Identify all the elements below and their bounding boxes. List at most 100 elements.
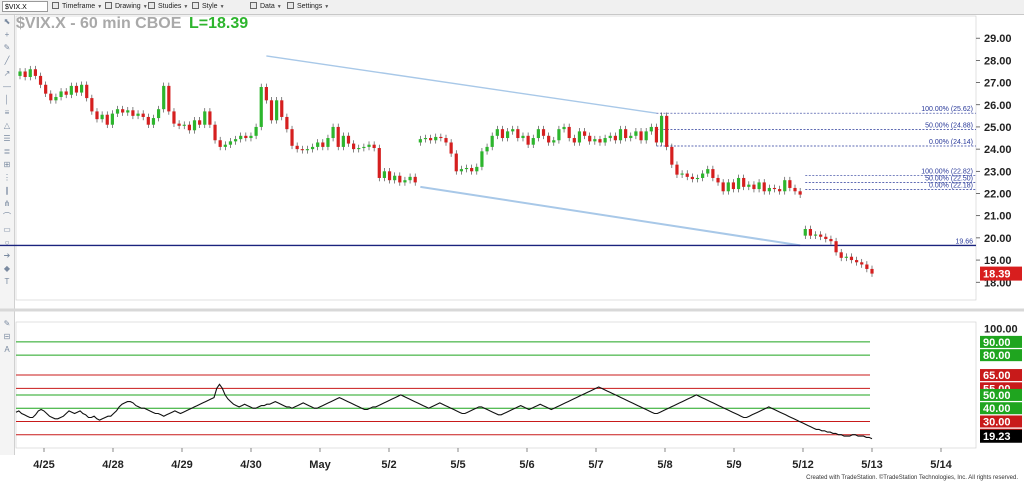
candle xyxy=(275,100,279,121)
candle xyxy=(59,91,63,97)
candle xyxy=(38,75,43,85)
candle xyxy=(115,109,120,114)
trendline-icon[interactable]: ╱ xyxy=(4,56,10,65)
candle xyxy=(808,229,813,236)
candle xyxy=(690,176,694,180)
channel-lines[interactable] xyxy=(266,55,801,247)
price-tick-label: 21.00 xyxy=(984,211,1012,223)
pencil-icon xyxy=(105,2,112,9)
arrow-icon[interactable]: ➔ xyxy=(3,251,11,260)
candle xyxy=(531,138,535,145)
candle xyxy=(736,177,741,190)
pencil-icon[interactable]: ✎ xyxy=(3,319,11,328)
candle xyxy=(177,123,181,126)
candle xyxy=(459,169,463,172)
candle xyxy=(742,177,746,187)
candle xyxy=(90,98,94,112)
text-icon[interactable]: A xyxy=(4,345,10,354)
candle xyxy=(793,187,797,192)
candle xyxy=(290,129,294,146)
candle xyxy=(829,238,833,242)
candle xyxy=(218,140,222,147)
candle xyxy=(208,111,212,125)
text-icon[interactable]: T xyxy=(4,277,10,286)
rectangle-icon[interactable]: ▭ xyxy=(3,225,11,234)
rsi-level-badge-label: 90.00 xyxy=(983,337,1011,349)
link-icon[interactable]: ⊟ xyxy=(3,332,11,341)
time-tick-label: 4/25 xyxy=(33,459,54,471)
triangle-icon[interactable]: △ xyxy=(3,121,11,130)
regression-icon[interactable]: ∥ xyxy=(5,186,9,195)
pencil-icon[interactable]: ✎ xyxy=(3,43,11,52)
price-tick-label: 22.00 xyxy=(984,189,1012,201)
candle xyxy=(249,135,253,139)
candle xyxy=(239,135,243,140)
rsi-last-badge xyxy=(980,429,1022,443)
rsi-last-badge-label: 19.23 xyxy=(983,431,1011,443)
settings-button[interactable]: Settings ▼ xyxy=(287,2,329,12)
candle xyxy=(567,126,571,139)
timeframe-button[interactable]: Timeframe ▼ xyxy=(52,2,102,12)
vline-icon[interactable]: │ xyxy=(4,95,10,104)
studies-icon xyxy=(148,2,155,9)
candle xyxy=(69,85,73,95)
drawing-button[interactable]: Drawing ▼ xyxy=(105,2,148,12)
data-button[interactable]: Data ▼ xyxy=(250,2,282,12)
candle xyxy=(516,129,520,139)
style-button[interactable]: Style ▼ xyxy=(192,2,225,12)
candle xyxy=(521,135,525,139)
rsi-level-badge-label: 50.00 xyxy=(983,390,1011,402)
ellipse-icon[interactable]: ○ xyxy=(4,238,10,247)
candle xyxy=(613,135,617,141)
rsi-level-badge-label: 65.00 xyxy=(983,370,1011,382)
candle xyxy=(634,131,638,136)
gann-icon[interactable]: ⊞ xyxy=(3,160,11,169)
candle xyxy=(659,115,664,143)
arc-icon[interactable]: ⌒ xyxy=(3,212,11,221)
rsi-panel-frame xyxy=(15,321,977,449)
candle xyxy=(336,126,340,147)
candle xyxy=(500,129,505,139)
crosshair-icon[interactable]: + xyxy=(4,30,10,39)
time-tick-label: 5/7 xyxy=(588,459,603,471)
candle xyxy=(439,136,443,139)
rsi-level-badge-label: 40.00 xyxy=(983,403,1011,415)
chevron-down-icon: ▼ xyxy=(276,4,282,10)
candle xyxy=(187,124,191,131)
hline-icon[interactable]: — xyxy=(3,82,11,91)
candle xyxy=(105,114,109,125)
marker-icon[interactable]: ◆ xyxy=(3,264,11,273)
channel-icon[interactable]: ≡ xyxy=(4,108,10,117)
candle xyxy=(865,264,869,269)
candle xyxy=(685,173,689,177)
candle xyxy=(870,268,874,274)
candle xyxy=(310,146,315,150)
rsi-level-badge xyxy=(980,369,1022,382)
pitchfork-icon[interactable]: ⋔ xyxy=(3,199,11,208)
speed-lines-icon[interactable]: ⋮ xyxy=(3,173,11,182)
candle xyxy=(649,126,653,132)
fib-ext-icon[interactable]: ≣ xyxy=(3,147,11,156)
symbol-input[interactable]: $VIX.X xyxy=(2,1,48,12)
chevron-down-icon: ▼ xyxy=(324,4,330,10)
candle xyxy=(203,111,207,125)
candle xyxy=(505,131,510,139)
studies-button[interactable]: Studies ▼ xyxy=(148,2,188,12)
ray-icon[interactable]: ↗ xyxy=(3,69,11,78)
candle xyxy=(588,135,592,142)
candle xyxy=(547,135,551,143)
candle xyxy=(618,129,623,141)
fibonacci-levels[interactable]: 100.00% (25.62) 50.00% (24.88) 0.00% (24.1… xyxy=(0,106,976,247)
fib-level-label: 100.00% (25.62) xyxy=(921,106,973,113)
candle xyxy=(141,113,145,117)
cursor-icon[interactable]: ⬉ xyxy=(3,17,11,26)
candle xyxy=(326,138,330,147)
price-tick-label: 20.00 xyxy=(984,233,1012,245)
candle xyxy=(721,182,725,192)
fib-icon[interactable]: ☰ xyxy=(3,134,11,143)
rsi-level-badge xyxy=(980,388,1022,401)
candle xyxy=(798,191,802,195)
candle xyxy=(182,124,186,126)
candle xyxy=(362,146,366,149)
